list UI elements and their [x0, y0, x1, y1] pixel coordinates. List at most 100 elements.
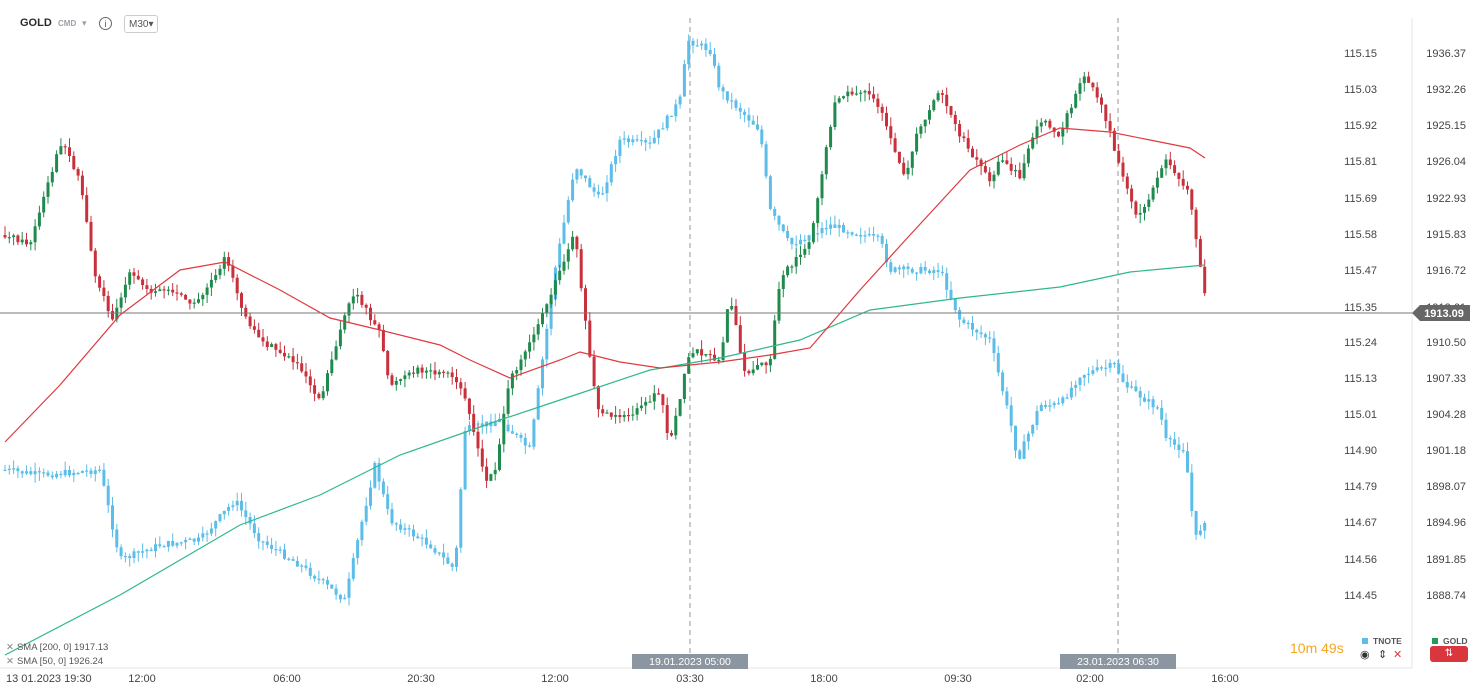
close-icon[interactable]: ✕: [1393, 649, 1403, 661]
tnote-candle: [708, 49, 712, 54]
tnote-candle: [1052, 403, 1056, 406]
gold-candle: [1044, 120, 1048, 123]
gold-candle: [510, 373, 514, 389]
tnote-candle: [412, 529, 415, 537]
remove-icon[interactable]: ✕: [6, 656, 14, 667]
tnote-candle: [257, 533, 261, 542]
gold-candle: [472, 413, 476, 432]
tnote-candle: [859, 235, 863, 237]
gold-candle: [25, 239, 28, 245]
tnote-axis-label: 114.67: [1344, 517, 1377, 529]
tnote-candle: [837, 224, 841, 228]
gold-candle: [1014, 170, 1017, 172]
tnote-candle: [820, 228, 824, 234]
tnote-candle: [558, 243, 562, 268]
tnote-candle: [201, 533, 205, 538]
tnote-candle: [665, 115, 669, 129]
gold-candle: [549, 294, 553, 305]
gold-candle: [42, 196, 46, 213]
indicator-sma200[interactable]: ✕ SMA [200, 0] 1917.13: [6, 642, 108, 653]
tnote-candle: [1143, 397, 1146, 402]
gold-candle: [1173, 165, 1177, 173]
symbol-name[interactable]: GOLD: [20, 17, 52, 29]
gold-candle: [872, 94, 876, 99]
gold-candle: [928, 110, 931, 120]
gold-candle: [584, 288, 587, 321]
chevron-down-icon[interactable]: ▾: [82, 17, 87, 28]
gold-candle: [394, 380, 398, 385]
tnote-candle: [781, 224, 785, 231]
tnote-candle: [166, 541, 170, 547]
tnote-candle: [197, 537, 200, 542]
compare-toggle-icon[interactable]: ⇅: [1430, 646, 1468, 662]
gold-candle: [902, 162, 906, 175]
gold-axis-label: 1936.37: [1426, 48, 1466, 60]
timeframe-selector[interactable]: M30 ▾: [124, 15, 159, 33]
gold-candle: [915, 133, 919, 152]
tnote-candle: [154, 544, 157, 552]
gold-candle: [364, 304, 368, 308]
info-icon[interactable]: i: [99, 17, 112, 30]
remove-icon[interactable]: ✕: [6, 642, 14, 653]
gold-candle: [399, 379, 403, 381]
tnote-candle: [588, 178, 592, 188]
gold-candle: [528, 342, 532, 352]
gold-candle: [412, 372, 415, 374]
gold-candle: [1125, 176, 1129, 189]
tnote-candle: [20, 471, 24, 474]
gold-candle: [1112, 130, 1116, 151]
gold-candle: [859, 92, 863, 94]
legend-tnote[interactable]: TNOTE: [1362, 636, 1402, 646]
gold-candle: [807, 242, 811, 249]
tnote-candle: [829, 224, 833, 229]
tnote-candle: [592, 187, 596, 192]
tnote-candle: [704, 43, 708, 50]
gold-candle: [115, 307, 119, 320]
gold-candle: [794, 257, 798, 267]
tnote-candle: [695, 45, 699, 47]
gold-candle: [197, 299, 200, 303]
gold-candle: [128, 272, 132, 285]
tnote-candle: [416, 536, 420, 539]
gold-candle: [76, 169, 80, 176]
tnote-axis-label: 115.69: [1344, 193, 1377, 205]
tnote-candle: [807, 235, 811, 241]
tnote-candle: [906, 266, 910, 269]
gold-candle: [1143, 207, 1146, 213]
tnote-candle: [162, 546, 166, 548]
gold-candle: [850, 91, 854, 95]
tnote-candle: [12, 468, 16, 470]
sort-icon[interactable]: ⇕: [1378, 649, 1388, 661]
tnote-candle: [424, 537, 428, 545]
gold-candle: [876, 98, 880, 107]
tnote-candle: [209, 528, 213, 534]
indicator-sma50[interactable]: ✕ SMA [50, 0] 1926.24: [6, 656, 103, 667]
gold-candle: [644, 401, 648, 406]
tnote-candle: [674, 104, 678, 117]
gold-axis-label: 1922.93: [1426, 193, 1466, 205]
tnote-candle: [136, 551, 140, 553]
tnote-candle: [751, 120, 755, 125]
tnote-candle: [381, 481, 385, 495]
eye-icon[interactable]: ◉: [1360, 649, 1370, 661]
gold-candle: [102, 287, 106, 296]
gold-candle: [971, 148, 974, 158]
tnote-candle: [437, 552, 441, 554]
gold-candle: [141, 279, 145, 286]
gold-candle: [16, 235, 20, 243]
gold-candle: [304, 371, 308, 377]
tnote-candle: [278, 549, 282, 551]
gold-axis-label: 1891.85: [1426, 554, 1466, 566]
gold-candle: [424, 370, 428, 373]
gold-candle: [1138, 212, 1142, 215]
tnote-candle: [1039, 404, 1043, 411]
tnote-candle: [975, 329, 979, 333]
gold-candle: [149, 288, 153, 293]
legend-label: GOLD: [1443, 636, 1468, 646]
tnote-candle: [149, 549, 153, 552]
gold-candle: [119, 297, 123, 308]
tnote-candle: [63, 470, 67, 476]
tnote-candle: [403, 528, 407, 530]
legend-gold[interactable]: GOLD: [1432, 636, 1468, 646]
